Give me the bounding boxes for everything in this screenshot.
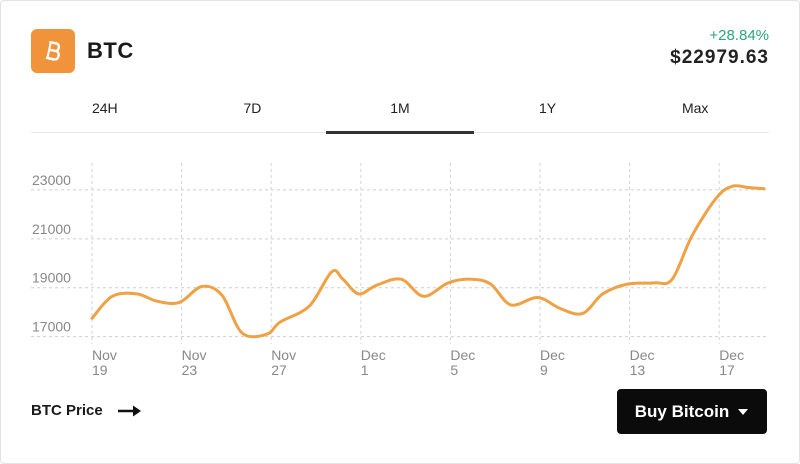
tab-1y[interactable]: 1Y <box>539 100 557 116</box>
y-tick-label: 21000 <box>32 221 71 237</box>
x-tick-label: Dec 5 <box>450 347 475 378</box>
price-block: +28.84% $22979.63 <box>670 27 769 71</box>
bitcoin-icon <box>31 29 75 73</box>
price-chart: 17000 19000 21000 23000 Nov 19 Nov 23 Nov 27 Dec 1… <box>31 163 769 378</box>
x-tick-label: Nov 27 <box>271 347 296 378</box>
y-tick-label: 17000 <box>32 319 71 335</box>
buy-bitcoin-button[interactable]: Buy Bitcoin <box>617 389 767 434</box>
price-change: +28.84% <box>709 27 769 44</box>
timeframe-tabs: 24H 7D 1M 1Y Max <box>31 94 769 134</box>
buy-bitcoin-label: Buy Bitcoin <box>634 401 730 421</box>
x-axis-labels: Nov 19 Nov 23 Nov 27 Dec 1 Dec 5 Dec 9 Dec 13 Dec 17 <box>92 347 744 378</box>
x-tick-label: Nov 19 <box>92 347 117 378</box>
x-tick-label: Dec 1 <box>361 347 386 378</box>
coin-header: BTC +28.84% $22979.63 <box>31 27 771 77</box>
tab-24h[interactable]: 24H <box>91 100 118 116</box>
price-line <box>90 184 766 339</box>
btc-price-link[interactable]: BTC Price <box>31 402 143 419</box>
y-axis-labels: 17000 19000 21000 23000 <box>32 172 71 335</box>
caret-down-icon <box>737 408 749 416</box>
tab-1m[interactable]: 1M <box>326 94 474 134</box>
x-tick-label: Nov 23 <box>182 347 207 378</box>
btc-price-label: BTC Price <box>31 402 103 419</box>
x-tick-label: Dec 17 <box>719 347 744 378</box>
coin-symbol: BTC <box>87 38 134 63</box>
bitcoin-glyph <box>45 40 61 61</box>
arrow-right-icon <box>117 404 143 418</box>
chart-grid <box>31 163 769 344</box>
price-value: $22979.63 <box>670 47 769 68</box>
y-tick-label: 19000 <box>32 270 71 286</box>
tab-7d[interactable]: 7D <box>243 100 262 116</box>
tab-max[interactable]: Max <box>681 100 709 116</box>
x-tick-label: Dec 13 <box>630 347 655 378</box>
y-tick-label: 23000 <box>32 172 71 188</box>
x-tick-label: Dec 9 <box>540 347 565 378</box>
